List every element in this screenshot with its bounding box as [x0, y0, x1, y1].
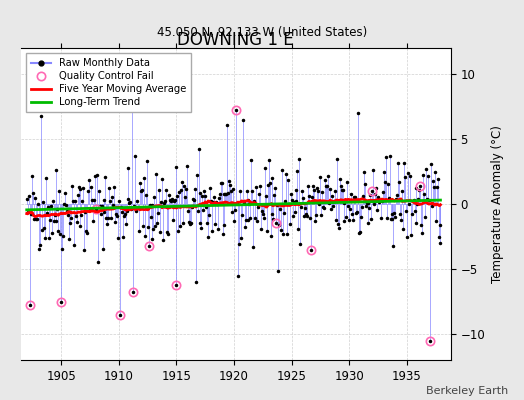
Text: Berkeley Earth: Berkeley Earth: [426, 386, 508, 396]
Text: 45.050 N, 92.133 W (United States): 45.050 N, 92.133 W (United States): [157, 26, 367, 39]
Y-axis label: Temperature Anomaly (°C): Temperature Anomaly (°C): [490, 125, 504, 283]
Title: DOWNING 1 E: DOWNING 1 E: [178, 31, 294, 49]
Legend: Raw Monthly Data, Quality Control Fail, Five Year Moving Average, Long-Term Tren: Raw Monthly Data, Quality Control Fail, …: [26, 53, 191, 112]
